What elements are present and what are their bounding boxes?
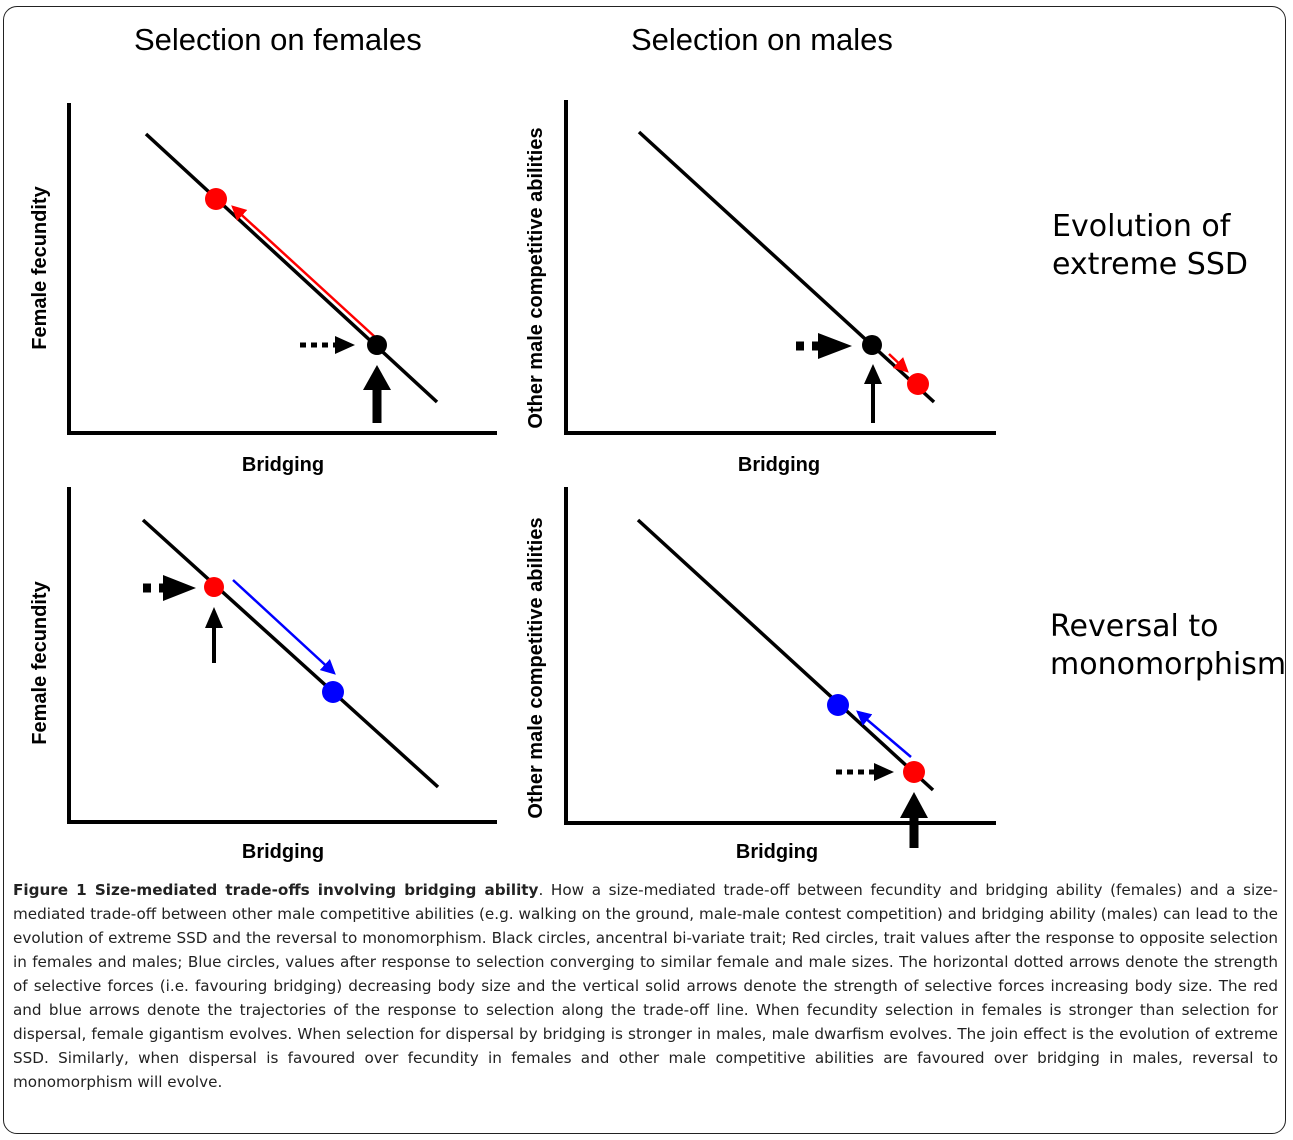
vertical-arrow-head <box>900 792 928 818</box>
red-circle <box>205 188 227 210</box>
y-axis-label: Other male competitive abilities <box>525 127 547 428</box>
x-axis-label: Bridging <box>736 841 818 863</box>
figure-frame <box>3 6 1286 1134</box>
trade-off-line <box>637 130 936 404</box>
red-trajectory-arrow <box>231 205 376 338</box>
y-axis-label: Female fecundity <box>29 580 51 744</box>
trade-off-diagram: Bridging Female fecundity Bridging Other… <box>29 100 996 863</box>
black-circle <box>862 335 882 355</box>
dotted-arrow-head <box>335 336 355 354</box>
panel-bottom-left: Bridging Female fecundity <box>29 487 497 863</box>
y-axis-label: Female fecundity <box>29 185 51 349</box>
panel-bottom-right: Bridging Other male competitive abilitie… <box>525 487 996 863</box>
red-circle <box>907 373 929 395</box>
red-circle <box>204 577 224 597</box>
blue-trajectory-arrow <box>856 710 912 758</box>
x-axis-label: Bridging <box>242 454 324 476</box>
black-circle <box>367 335 387 355</box>
row-title-extreme-ssd: Evolution of extreme SSD <box>1052 208 1248 284</box>
red-circle <box>903 761 925 783</box>
blue-circle <box>827 694 849 716</box>
trade-off-line <box>636 518 935 792</box>
row-title-monomorphism: Reversal to monomorphism <box>1050 608 1286 684</box>
axes <box>564 487 996 825</box>
column-title-males: Selection on males <box>631 22 893 57</box>
trade-off-line <box>141 518 440 789</box>
panel-top-right: Bridging Other male competitive abilitie… <box>525 100 996 476</box>
red-trajectory-arrow <box>888 353 909 373</box>
axes <box>67 487 497 824</box>
row-title-line: extreme SSD <box>1052 247 1248 282</box>
blue-trajectory-arrow <box>232 579 336 675</box>
vertical-arrow-head <box>363 365 391 390</box>
x-axis-label: Bridging <box>242 841 324 863</box>
blue-circle <box>322 681 344 703</box>
x-axis-label: Bridging <box>738 454 820 476</box>
vertical-arrow-head <box>864 364 882 384</box>
vertical-arrow-head <box>205 607 223 628</box>
panel-top-left: Bridging Female fecundity <box>29 103 497 476</box>
axes <box>67 103 497 435</box>
dotted-arrow-head <box>163 575 196 601</box>
caption-text: . How a size-mediated trade-off between … <box>13 881 1278 1091</box>
row-title-line: Evolution of <box>1052 209 1231 244</box>
caption-label: Figure 1 Size-mediated trade-offs involv… <box>13 881 539 899</box>
dotted-arrow-head <box>818 333 852 359</box>
dotted-arrow-head <box>874 763 894 781</box>
trade-off-line <box>144 132 439 404</box>
axes <box>564 100 996 435</box>
row-title-line: Reversal to <box>1050 609 1219 644</box>
column-title-females: Selection on females <box>134 22 422 57</box>
figure-caption: Figure 1 Size-mediated trade-offs involv… <box>13 878 1278 1094</box>
row-title-line: monomorphism <box>1050 647 1287 682</box>
y-axis-label: Other male competitive abilities <box>525 517 547 818</box>
